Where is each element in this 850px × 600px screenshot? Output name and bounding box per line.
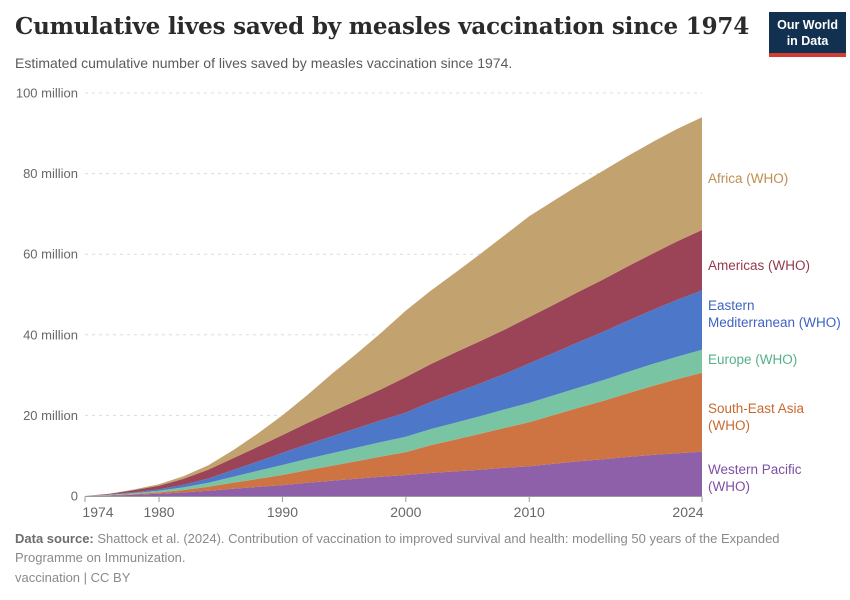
series-label-south-east-asia[interactable]: South-East Asia (WHO) <box>708 401 805 433</box>
series-label-africa[interactable]: Africa (WHO) <box>708 171 789 186</box>
owid-logo-line1: Our World <box>777 18 838 32</box>
x-tick-label: 1990 <box>267 504 298 520</box>
y-tick-label: 20 million <box>23 408 78 423</box>
series-label-europe[interactable]: Europe (WHO) <box>708 352 798 367</box>
data-source-label: Data source: <box>15 531 94 546</box>
chart-subtitle: Estimated cumulative number of lives sav… <box>15 55 513 71</box>
license-note[interactable]: vaccination | CC BY <box>15 570 131 585</box>
x-tick-label: 2010 <box>514 504 545 520</box>
data-source-text: Shattock et al. (2024). Contribution of … <box>15 531 780 565</box>
page-title: Cumulative lives saved by measles vaccin… <box>15 13 749 40</box>
x-tick-label: 1980 <box>143 504 174 520</box>
owid-logo[interactable]: Our World in Data <box>769 12 846 58</box>
y-tick-label: 40 million <box>23 327 78 342</box>
area-band-africa[interactable] <box>85 117 702 496</box>
y-tick-label: 0 <box>71 489 78 504</box>
owid-logo-line2: in Data <box>786 33 829 48</box>
series-label-eastern-mediterranean[interactable]: Eastern Mediterranean (WHO) <box>708 298 841 330</box>
y-tick-label: 100 million <box>16 86 78 101</box>
x-tick-label: 2000 <box>390 504 421 520</box>
area-band-south-east-asia[interactable] <box>85 372 702 496</box>
series-label-americas[interactable]: Americas (WHO) <box>708 258 810 273</box>
x-tick-label: 2024 <box>672 504 703 520</box>
y-tick-label: 80 million <box>23 166 78 181</box>
x-tick-label: 1974 <box>82 504 113 520</box>
series-label-western-pacific[interactable]: Western Pacific (WHO) <box>708 462 802 494</box>
y-tick-label: 60 million <box>23 247 78 262</box>
data-source-note: Data source: Shattock et al. (2024). Con… <box>15 530 810 568</box>
area-band-western-pacific[interactable] <box>85 451 702 496</box>
